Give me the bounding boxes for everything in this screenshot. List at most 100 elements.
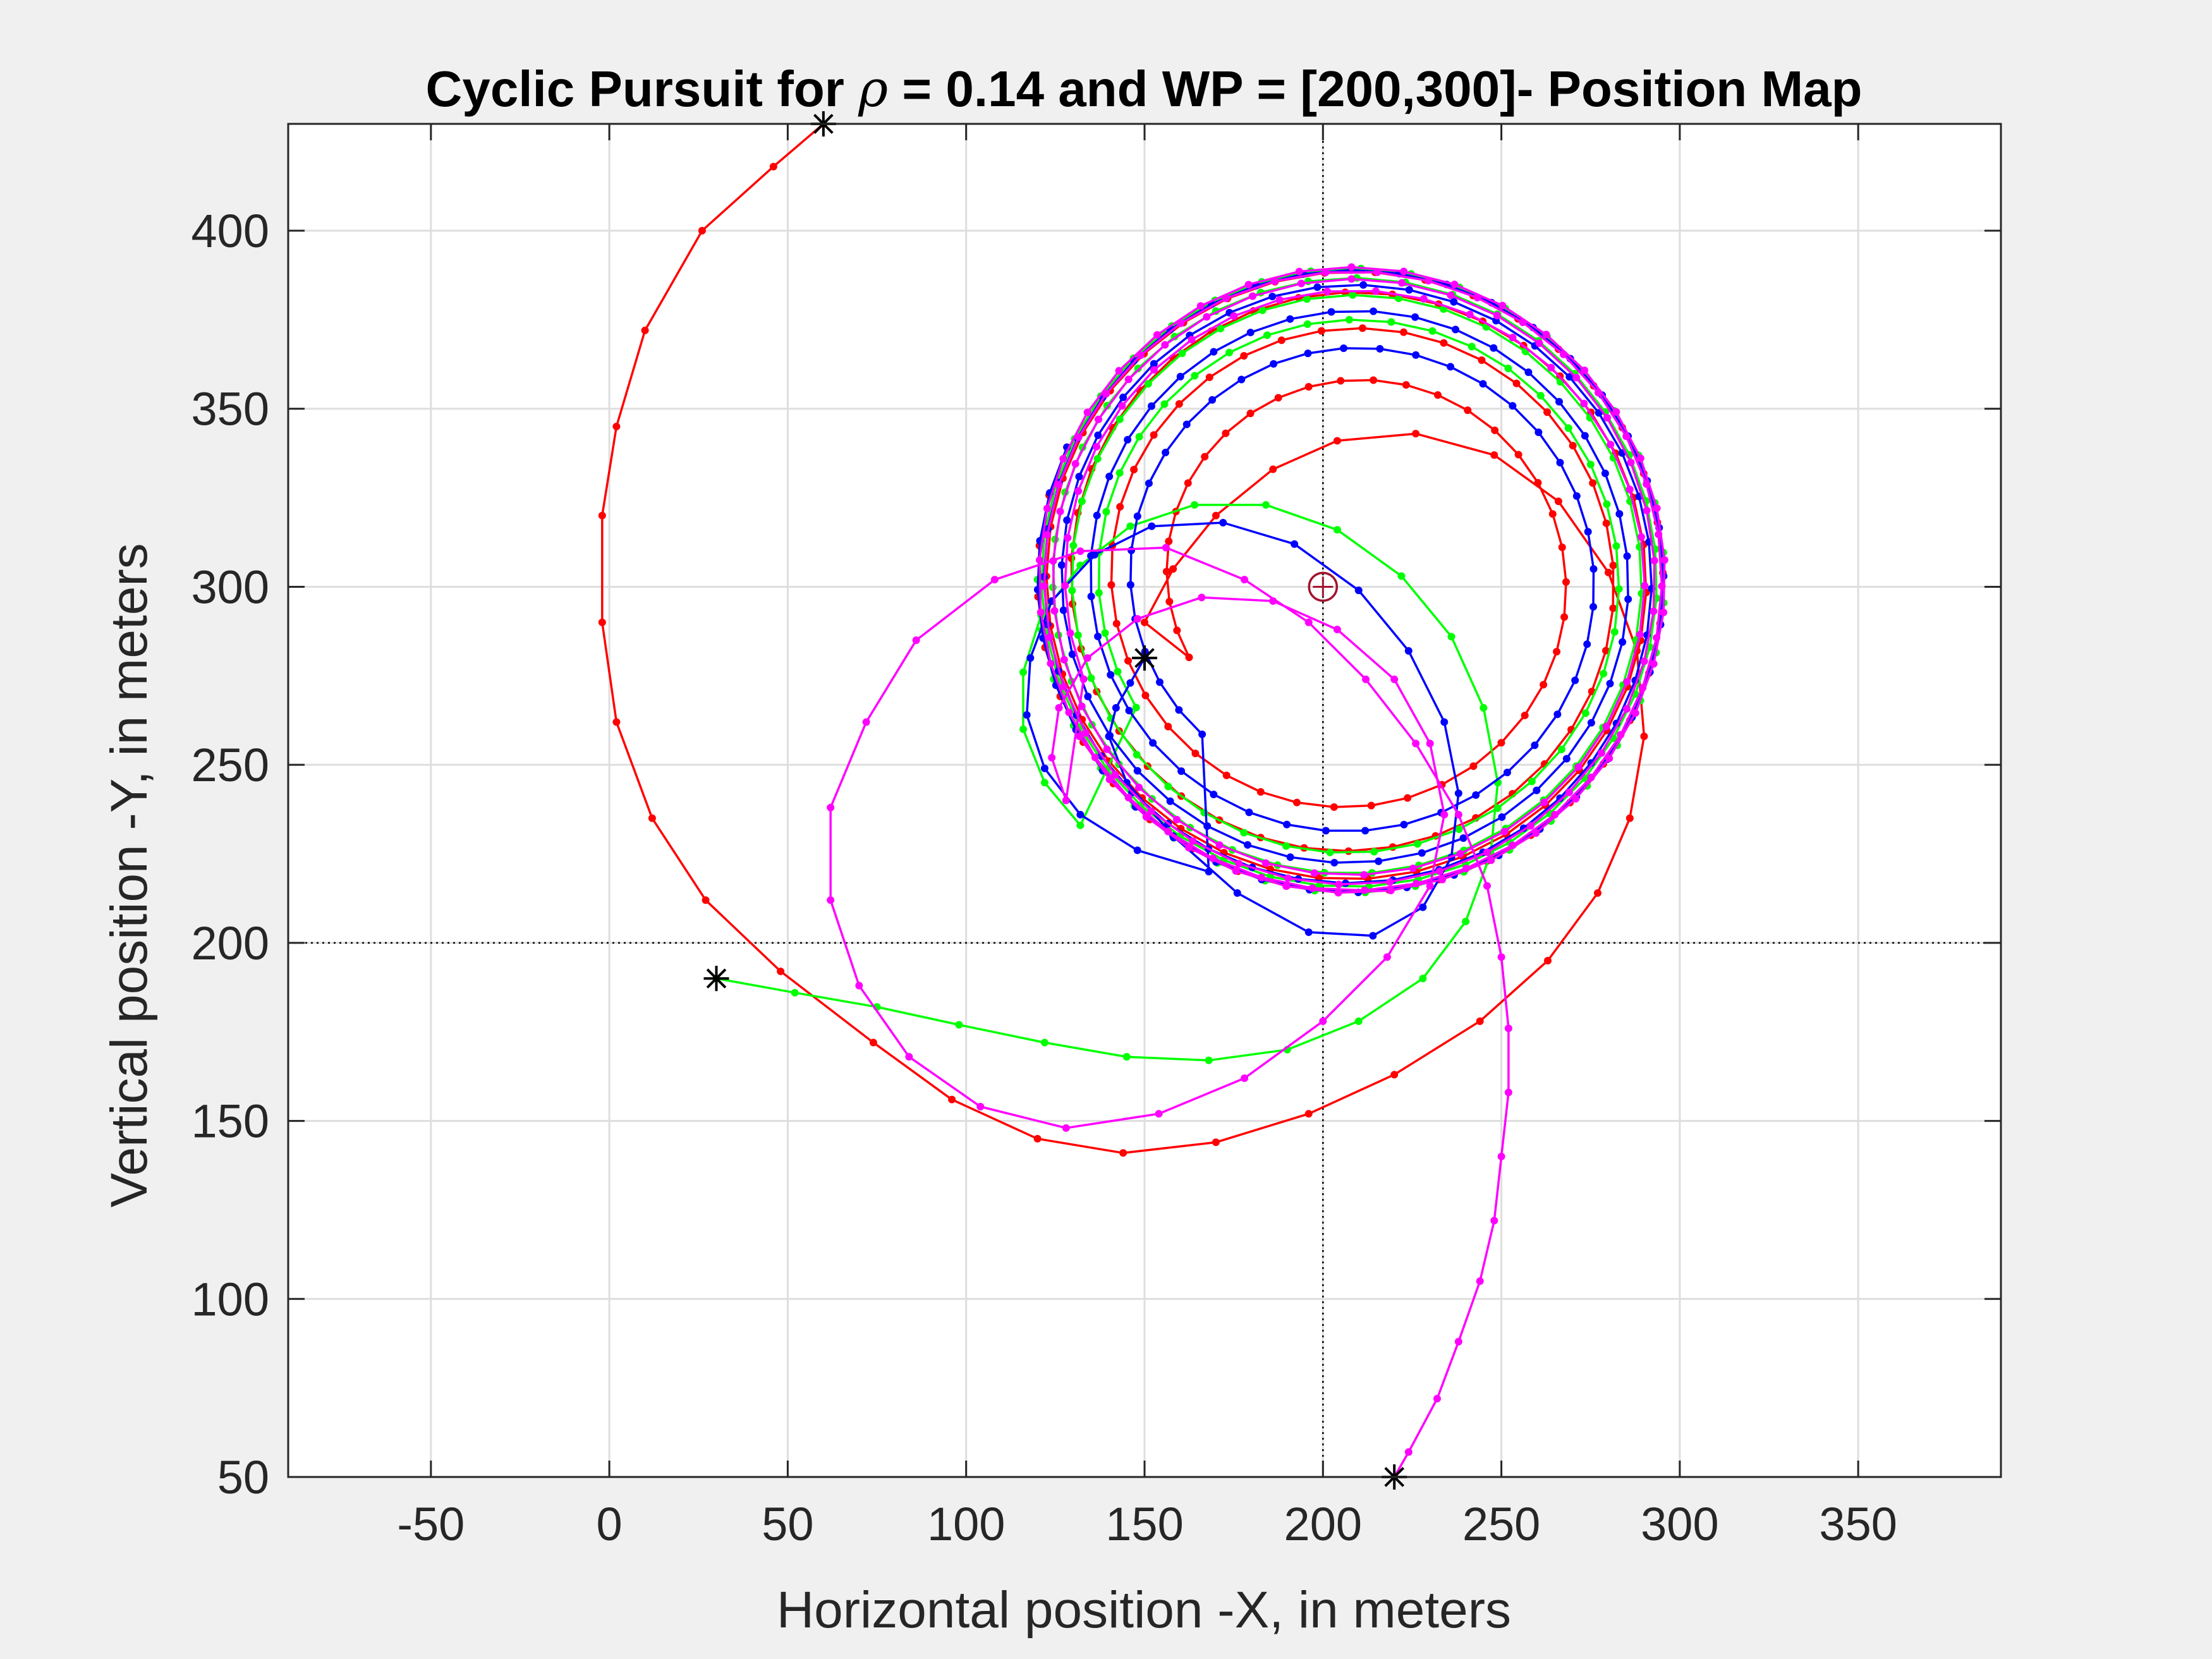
trajectory-point bbox=[1491, 426, 1499, 434]
trajectory-point bbox=[1135, 783, 1143, 791]
trajectory-point bbox=[1232, 867, 1240, 875]
trajectory-point bbox=[1509, 334, 1517, 342]
trajectory-point bbox=[1079, 675, 1088, 683]
trajectory-point bbox=[1358, 324, 1366, 332]
trajectory-point bbox=[1114, 667, 1122, 676]
trajectory-point bbox=[1639, 684, 1647, 692]
trajectory-point bbox=[1373, 268, 1382, 276]
trajectory-point bbox=[976, 1103, 985, 1111]
trajectory-point bbox=[1547, 363, 1555, 372]
trajectory-point bbox=[1074, 631, 1082, 640]
x-tick-label: 350 bbox=[1819, 1498, 1897, 1550]
trajectory-point bbox=[1409, 864, 1417, 872]
trajectory-point bbox=[1162, 568, 1170, 576]
trajectory-point bbox=[1440, 718, 1449, 726]
trajectory-point bbox=[1173, 815, 1181, 823]
trajectory-point bbox=[1425, 277, 1433, 285]
trajectory-point bbox=[1326, 848, 1334, 856]
trajectory-point bbox=[1454, 1337, 1462, 1346]
trajectory-point bbox=[1387, 886, 1395, 894]
trajectory-point bbox=[1048, 753, 1056, 762]
trajectory-point bbox=[1399, 328, 1407, 336]
trajectory-point bbox=[1476, 1277, 1484, 1285]
trajectory-point bbox=[1571, 676, 1579, 684]
x-tick-label: -50 bbox=[397, 1498, 465, 1550]
trajectory-point bbox=[1124, 435, 1132, 444]
trajectory-point bbox=[1277, 336, 1285, 344]
trajectory-point bbox=[1360, 871, 1368, 879]
trajectory-point bbox=[1643, 506, 1651, 514]
trajectory-point bbox=[1310, 869, 1318, 877]
trajectory-point bbox=[1387, 318, 1395, 326]
trajectory-point bbox=[1597, 749, 1605, 757]
trajectory-point bbox=[1536, 392, 1545, 400]
trajectory-point bbox=[1658, 582, 1666, 590]
trajectory-point bbox=[1375, 857, 1383, 865]
trajectory-point bbox=[1404, 794, 1412, 802]
trajectory-point bbox=[1454, 789, 1462, 798]
trajectory-point bbox=[1263, 331, 1272, 339]
trajectory-point bbox=[1060, 655, 1068, 664]
trajectory-point bbox=[1076, 732, 1084, 741]
trajectory-point bbox=[1185, 844, 1193, 852]
trajectory-point bbox=[1240, 829, 1248, 837]
trajectory-point bbox=[1390, 675, 1399, 683]
trajectory-point bbox=[1083, 654, 1091, 662]
trajectory-point bbox=[1246, 410, 1255, 418]
trajectory-point bbox=[1602, 519, 1610, 527]
trajectory-point bbox=[1636, 631, 1644, 639]
trajectory-point bbox=[1173, 626, 1181, 635]
trajectory-point bbox=[1395, 295, 1403, 303]
trajectory-point bbox=[702, 896, 710, 904]
trajectory-point bbox=[1438, 875, 1447, 884]
trajectory-point bbox=[1615, 510, 1624, 518]
trajectory-point bbox=[990, 576, 999, 584]
trajectory-point bbox=[1191, 750, 1200, 758]
trajectory-point bbox=[905, 1053, 913, 1061]
trajectory-point bbox=[1023, 711, 1031, 719]
trajectory-point bbox=[1050, 607, 1059, 615]
trajectory-point bbox=[1413, 840, 1421, 848]
trajectory-point bbox=[1622, 705, 1631, 713]
trajectory-point bbox=[1524, 368, 1533, 377]
trajectory-point bbox=[1337, 377, 1345, 385]
trajectory-point bbox=[1026, 654, 1035, 662]
trajectory-point bbox=[1623, 552, 1631, 561]
trajectory-point bbox=[1600, 669, 1608, 678]
trajectory-point bbox=[1094, 431, 1102, 439]
trajectory-point bbox=[1412, 430, 1420, 438]
trajectory-point bbox=[1165, 537, 1173, 545]
trajectory-point bbox=[1615, 585, 1623, 593]
trajectory-point bbox=[1512, 379, 1521, 387]
trajectory-point bbox=[1105, 731, 1114, 739]
trajectory-point bbox=[1062, 1124, 1070, 1132]
trajectory-point bbox=[1071, 459, 1079, 468]
trajectory-point bbox=[1450, 280, 1459, 288]
trajectory-point bbox=[1447, 633, 1455, 641]
x-tick-label: 300 bbox=[1641, 1498, 1718, 1550]
trajectory-point bbox=[1095, 415, 1103, 423]
trajectory-point bbox=[1371, 287, 1380, 295]
trajectory-point bbox=[869, 1038, 877, 1047]
trajectory-point bbox=[1376, 344, 1384, 353]
trajectory-point bbox=[1504, 1088, 1512, 1097]
trajectory-point bbox=[1036, 608, 1045, 616]
trajectory-point bbox=[1400, 267, 1408, 276]
trajectory-point bbox=[1490, 451, 1498, 459]
trajectory-point bbox=[827, 803, 835, 811]
trajectory-point bbox=[1636, 454, 1644, 463]
trajectory-point bbox=[1191, 501, 1199, 509]
trajectory-point bbox=[1572, 374, 1581, 382]
trajectory-point bbox=[1589, 603, 1598, 611]
trajectory-point bbox=[1500, 827, 1509, 836]
trajectory-point bbox=[1162, 544, 1170, 552]
trajectory-point bbox=[1398, 279, 1406, 287]
trajectory-point bbox=[1119, 393, 1127, 401]
trajectory-point bbox=[1105, 775, 1114, 784]
y-tick-label: 350 bbox=[191, 383, 269, 435]
trajectory-point bbox=[1607, 441, 1615, 449]
trajectory-point bbox=[1060, 683, 1068, 691]
trajectory-point bbox=[1078, 702, 1086, 710]
trajectory-point bbox=[1572, 492, 1581, 500]
trajectory-point bbox=[1479, 380, 1487, 388]
